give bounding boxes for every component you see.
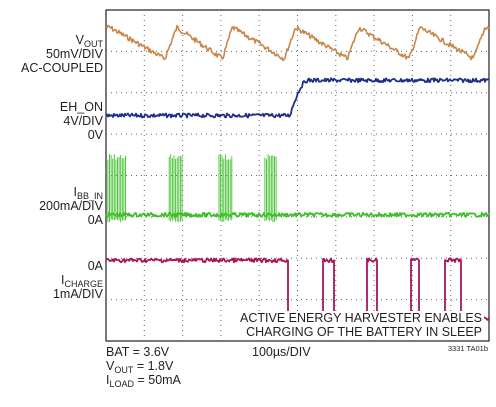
trace-ibb-in-burst — [218, 154, 233, 222]
trace-ibb-in — [105, 211, 490, 218]
timebase-label: 100µs/DIV — [252, 345, 311, 359]
trace-ibb-in-burst — [107, 153, 126, 223]
figure-id: 3331 TA01b — [447, 344, 488, 353]
label-ehon: EH_ON 4V/DIV 0V — [59, 100, 103, 142]
footer-conditions: BAT = 3.6V VOUT = 1.8V ILOAD = 50mA — [106, 345, 181, 389]
grid-dots — [106, 10, 489, 341]
label-icharge: 0A ICHARGE 1mA/DIV — [52, 259, 103, 301]
trace-eh-on — [105, 77, 490, 119]
trace-vout — [105, 24, 490, 62]
label-ibb-in: IBB_IN 200mA/DIV 0A — [39, 185, 103, 227]
trace-ibb-in-burst — [264, 154, 277, 223]
trace-ibb-in-burst — [168, 154, 183, 223]
annotation: ACTIVE ENERGY HARVESTER ENABLES CHARGING… — [238, 311, 484, 339]
label-vout: VOUT 50mV/DIV AC-COUPLED — [21, 33, 103, 75]
